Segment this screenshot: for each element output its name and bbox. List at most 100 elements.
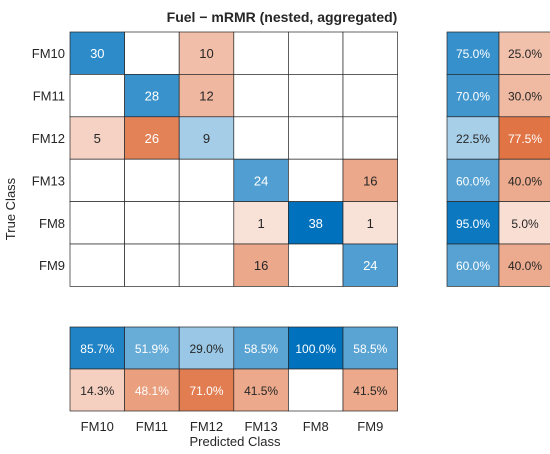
y-axis-label: True Class <box>3 177 18 240</box>
y-tick-label: FM9 <box>39 258 65 273</box>
matrix-cell-value: 30 <box>90 46 104 61</box>
column-summary-cell <box>69 326 125 370</box>
column-summary-value: 85.7% <box>80 342 114 356</box>
matrix-cell-value: 16 <box>363 173 377 188</box>
matrix-cell <box>178 31 235 75</box>
matrix-cell-value: 12 <box>199 89 213 104</box>
row-summary-value: 40.0% <box>508 174 542 188</box>
row-summary-value: 25.0% <box>508 47 542 61</box>
matrix-cell-value: 9 <box>203 131 210 146</box>
y-tick-label: FM11 <box>33 89 65 104</box>
matrix-cell <box>124 158 180 202</box>
x-tick-label: FM9 <box>357 419 383 434</box>
row-summary-value: 95.0% <box>456 217 490 231</box>
column-summary-value: 71.0% <box>189 384 223 398</box>
row-summary-value: 70.0% <box>456 90 490 104</box>
matrix-cell-value: 1 <box>367 216 374 231</box>
column-summary-value: 100.0% <box>295 342 336 356</box>
matrix-cell <box>69 243 125 287</box>
column-summary-cell <box>124 368 180 412</box>
column-summary-cell <box>233 368 289 412</box>
row-summary-cell <box>446 116 500 160</box>
matrix-cell <box>233 201 289 245</box>
matrix-cell <box>233 31 289 75</box>
column-summary-value: 14.3% <box>80 384 114 398</box>
column-summary-value: 58.5% <box>353 342 387 356</box>
matrix-cell <box>69 201 125 245</box>
column-summary-value: 29.0% <box>189 342 223 356</box>
matrix-cell <box>288 243 344 287</box>
column-summary-value: 41.5% <box>244 384 278 398</box>
column-summary-cell <box>233 326 289 370</box>
x-tick-label: FM8 <box>303 419 329 434</box>
row-summary-value: 60.0% <box>456 174 490 188</box>
y-tick-label: FM13 <box>32 173 65 188</box>
matrix-cell <box>288 116 344 160</box>
row-summary-cell <box>446 158 500 202</box>
column-summary-cell <box>178 368 235 412</box>
row-summary-grid: 75.0% 25.0% 70.0% 30.0% 22.5% 77.5% 60.0% 40.0%… <box>446 31 550 287</box>
matrix-cell <box>124 74 180 118</box>
matrix-cell <box>342 201 398 245</box>
tick-labels: FM10 FM10 FM11 FM11 FM12 FM12 FM13 FM13 FM8 FM8 FM… <box>32 46 384 434</box>
matrix-cell <box>288 74 344 118</box>
row-summary-cell <box>446 201 500 245</box>
column-summary-cell <box>288 368 344 412</box>
column-summary-cell <box>69 368 125 412</box>
matrix-cell <box>178 74 235 118</box>
matrix-cell <box>124 243 180 287</box>
matrix-cell <box>69 158 125 202</box>
matrix-cell <box>342 116 398 160</box>
matrix-cell <box>233 158 289 202</box>
matrix-cell-value: 5 <box>94 131 101 146</box>
matrix-cell <box>288 158 344 202</box>
x-axis-label: Predicted Class <box>189 434 281 449</box>
column-summary-cell <box>342 368 398 412</box>
matrix-cell <box>178 158 235 202</box>
row-summary-value: 5.0% <box>511 217 539 231</box>
matrix-cell <box>288 31 344 75</box>
y-tick-label: FM10 <box>32 46 65 61</box>
matrix-cell <box>69 74 125 118</box>
matrix-cell <box>124 201 180 245</box>
matrix-cell <box>342 243 398 287</box>
matrix-cell <box>233 243 289 287</box>
y-tick-label: FM8 <box>39 216 65 231</box>
row-summary-value: 77.5% <box>508 132 542 146</box>
matrix-cell-value: 24 <box>254 173 268 188</box>
matrix-cell-value: 26 <box>145 131 159 146</box>
x-tick-label: FM13 <box>244 419 277 434</box>
x-tick-label: FM11 <box>136 419 168 434</box>
matrix-cell <box>124 116 180 160</box>
column-summary-value: 41.5% <box>353 384 387 398</box>
row-summary-cell <box>498 158 550 202</box>
matrix-cell <box>233 116 289 160</box>
matrix-cell <box>233 74 289 118</box>
matrix-cell <box>342 74 398 118</box>
x-tick-label: FM10 <box>81 419 114 434</box>
row-summary-cell <box>498 31 550 75</box>
column-summary-value: 48.1% <box>135 384 169 398</box>
matrix-cell-value: 16 <box>254 258 268 273</box>
row-summary-value: 40.0% <box>508 259 542 273</box>
matrix-cell <box>178 201 235 245</box>
column-summary-value: 58.5% <box>244 342 278 356</box>
matrix-cell-value: 1 <box>257 216 264 231</box>
column-summary-cell <box>342 326 398 370</box>
matrix-cell-value: 24 <box>363 258 377 273</box>
matrix-cell-value: 28 <box>145 89 159 104</box>
confusion-matrix-grid: 30 10 28 12 5 26 9 24 16 1 38 1 16 24 <box>69 31 398 287</box>
matrix-cell <box>178 243 235 287</box>
matrix-cell <box>342 31 398 75</box>
row-summary-value: 30.0% <box>508 90 542 104</box>
column-summary-grid: 85.7% 51.9% 29.0% 58.5% 100.0% 58.5% 14.3% 48.1… <box>69 326 398 412</box>
row-summary-cell <box>498 243 550 287</box>
x-tick-label: FM12 <box>190 419 223 434</box>
matrix-cell-value: 10 <box>199 46 213 61</box>
row-summary-value: 75.0% <box>456 47 490 61</box>
matrix-cell <box>69 31 125 75</box>
matrix-cell <box>124 31 180 75</box>
y-tick-label: FM12 <box>32 131 65 146</box>
matrix-cell-value: 38 <box>308 216 322 231</box>
